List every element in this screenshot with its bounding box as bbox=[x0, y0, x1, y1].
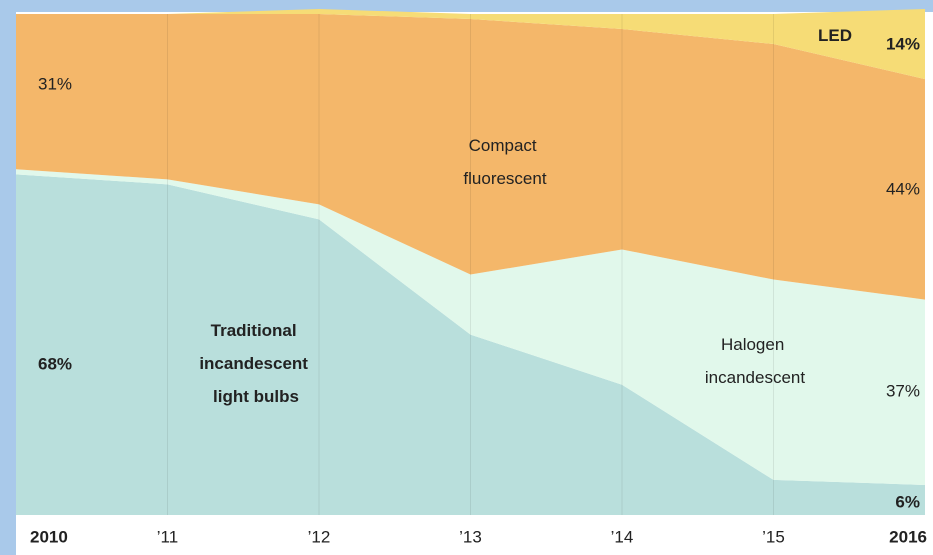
series-label: LED bbox=[818, 26, 852, 45]
x-tick-label: ’11 bbox=[157, 527, 178, 546]
x-tick-label: ’13 bbox=[459, 527, 482, 546]
series-label-line: incandescent bbox=[705, 368, 805, 387]
area bbox=[16, 174, 925, 515]
series-label-line: Compact bbox=[469, 136, 542, 155]
area bbox=[16, 8, 925, 80]
value-label: 37% bbox=[886, 381, 920, 400]
series-label-line: incandescent bbox=[199, 354, 312, 373]
series-label: Traditional incandescent light bulbs bbox=[199, 321, 312, 406]
value-label: 68% bbox=[38, 354, 72, 373]
series-label-line: Traditional bbox=[211, 321, 302, 340]
value-label: 31% bbox=[38, 74, 72, 93]
x-tick-label: ’15 bbox=[762, 527, 785, 546]
series-label-line: LED bbox=[818, 26, 852, 45]
x-tick-label: ’12 bbox=[308, 527, 331, 546]
value-label: 6% bbox=[895, 492, 920, 511]
value-label: 14% bbox=[886, 34, 920, 53]
x-tick-label: 2010 bbox=[30, 527, 68, 546]
series-label-line: light bulbs bbox=[213, 387, 299, 406]
series-label: Compact fluorescent bbox=[463, 136, 546, 188]
series-label-line: fluorescent bbox=[463, 169, 546, 188]
series-label-line: Halogen bbox=[721, 335, 789, 354]
series-label: Halogen incandescent bbox=[705, 335, 805, 387]
area bbox=[16, 14, 925, 300]
area bbox=[16, 169, 925, 485]
value-label: 44% bbox=[886, 179, 920, 198]
x-tick-label: 2016 bbox=[889, 527, 927, 546]
x-tick-label: ’14 bbox=[611, 527, 634, 546]
